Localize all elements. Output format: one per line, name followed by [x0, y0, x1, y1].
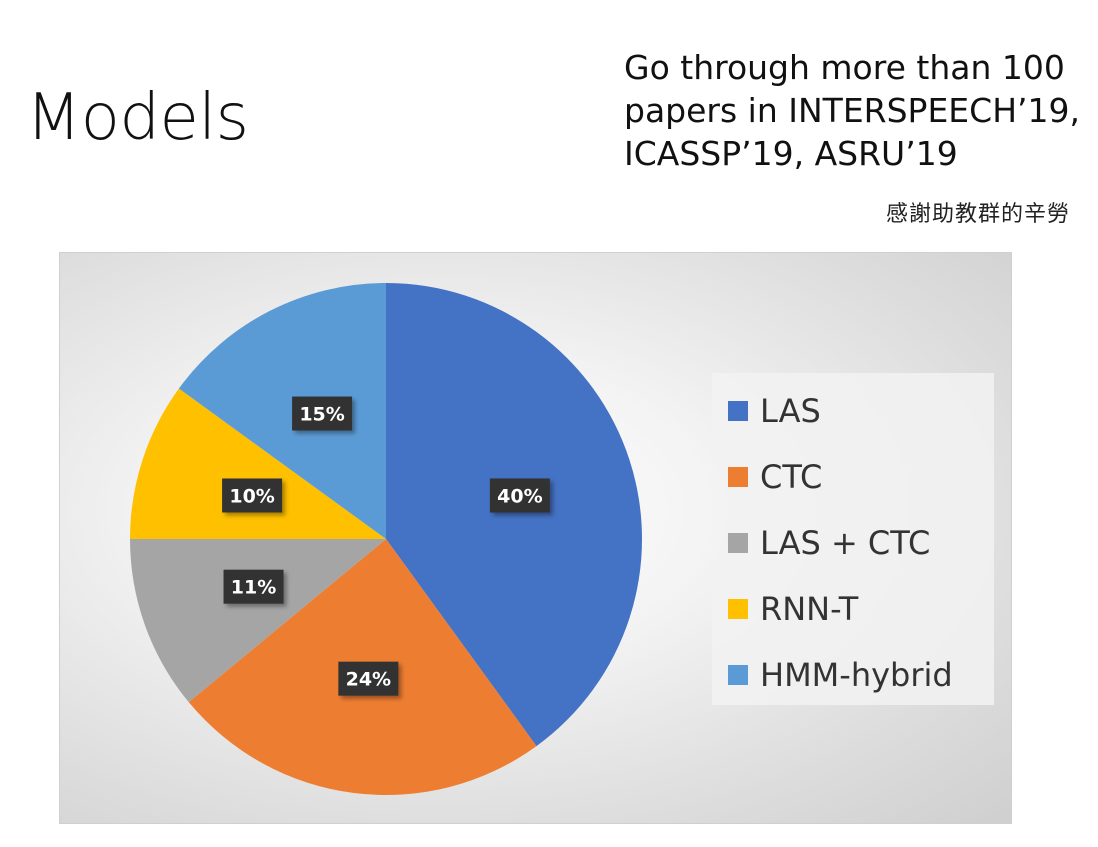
legend-label: HMM-hybrid [760, 656, 953, 694]
pie-slice-las-ctc [130, 539, 386, 703]
legend-swatch-ctc [728, 467, 748, 487]
pie-chart: 40% 24% 11% 10% 15% LAS CTC LAS + CTC RNN-T … [59, 252, 1012, 824]
legend-item-rnn-t: RNN-T [728, 589, 858, 629]
data-label-ctc: 24% [338, 661, 399, 696]
acknowledgement: 感謝助教群的辛勞 [885, 202, 1070, 227]
data-label-box [223, 569, 284, 604]
legend-item-las-ctc: LAS + CTC [728, 523, 930, 563]
data-label-box [489, 478, 550, 513]
data-label-text: 40% [497, 485, 542, 507]
slide-title: Models [26, 81, 249, 155]
chart-legend: LAS CTC LAS + CTC RNN-T HMM-hybrid [712, 373, 994, 705]
legend-item-ctc: CTC [728, 457, 822, 497]
pie-slice-rnn-t [130, 388, 386, 539]
data-label-las-ctc: 11% [223, 569, 284, 604]
legend-item-las: LAS [728, 391, 821, 431]
data-label-box [222, 478, 283, 513]
legend-swatch-las [728, 401, 748, 421]
source-note: Go through more than 100 papers in INTER… [624, 46, 1084, 175]
data-label-text: 11% [231, 577, 276, 599]
data-label-text: 15% [299, 404, 344, 426]
note-line: Go through more than 100 [624, 48, 1065, 87]
data-label-text: 10% [229, 485, 274, 507]
legend-swatch-hmm-hybrid [728, 665, 748, 685]
data-label-hmm-hybrid: 15% [292, 396, 353, 431]
pie-slice-las [386, 283, 642, 747]
legend-label: LAS [760, 392, 821, 430]
pie-chart-canvas: 40% 24% 11% 10% 15% [130, 283, 642, 796]
data-label-rnn-t: 10% [222, 478, 283, 513]
legend-label: LAS + CTC [760, 524, 931, 562]
pie-slice-hmm-hybrid [178, 283, 386, 539]
data-label-box [292, 396, 353, 431]
data-label-las: 40% [489, 478, 550, 513]
note-line: papers in INTERSPEECH’19, [624, 91, 1080, 130]
legend-label: RNN-T [760, 590, 859, 628]
data-label-box [338, 661, 399, 696]
legend-item-hmm-hybrid: HMM-hybrid [728, 655, 953, 695]
legend-label: CTC [760, 458, 823, 496]
data-label-text: 24% [346, 669, 391, 691]
note-line: ICASSP’19, ASRU’19 [624, 134, 958, 173]
legend-swatch-rnn-t [728, 599, 748, 619]
legend-swatch-las-ctc [728, 533, 748, 553]
